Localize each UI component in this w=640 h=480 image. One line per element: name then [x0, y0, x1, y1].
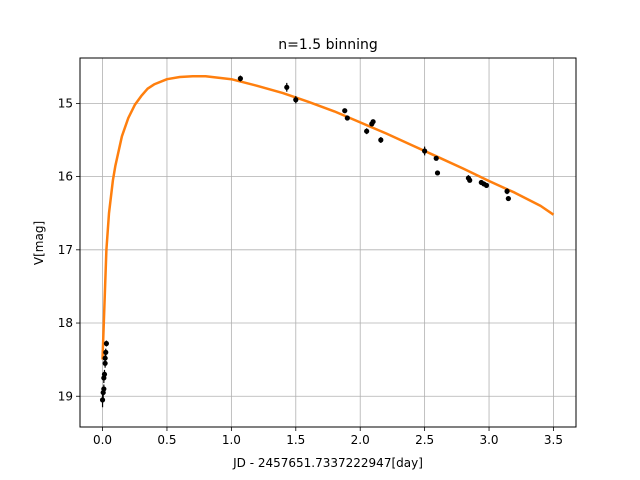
- x-tick-label: 1.5: [286, 433, 305, 447]
- data-point: [433, 155, 439, 161]
- data-point: [342, 108, 348, 114]
- grid: [80, 58, 576, 427]
- data-point: [434, 170, 441, 176]
- chart-title: n=1.5 binning: [278, 37, 378, 53]
- data-point: [99, 397, 106, 403]
- data-point: [364, 128, 370, 134]
- model-curve: [101, 75, 555, 360]
- x-axis-title: JD - 2457651.7337222947[day]: [232, 456, 423, 470]
- data-point: [293, 97, 299, 103]
- data-point: [344, 115, 350, 121]
- data-point: [370, 119, 376, 125]
- data-point: [483, 182, 490, 188]
- data-point: [102, 355, 108, 361]
- data-point: [378, 137, 384, 143]
- data-point: [237, 75, 243, 82]
- data-points-layer: [99, 75, 511, 408]
- x-tick-label: 0.0: [93, 433, 112, 447]
- x-tick-label: 3.0: [479, 433, 498, 447]
- model-curve-layer: [101, 75, 555, 360]
- data-point: [467, 177, 473, 183]
- x-tick-label: 1.0: [222, 433, 241, 447]
- y-axis-title: V[mag]: [32, 221, 46, 265]
- data-point: [102, 360, 108, 366]
- data-point: [284, 84, 290, 90]
- y-axis: 15 16 17 18 19: [58, 96, 80, 403]
- y-tick-label: 17: [58, 243, 73, 257]
- x-tick-label: 2.5: [415, 433, 434, 447]
- data-point: [101, 371, 108, 377]
- plot-frame: [79, 57, 577, 428]
- x-tick-label: 2.0: [351, 433, 370, 447]
- y-tick-label: 15: [58, 96, 73, 110]
- x-tick-label: 0.5: [157, 433, 176, 447]
- y-tick-label: 19: [58, 389, 73, 403]
- data-point: [103, 340, 110, 347]
- data-point: [505, 195, 511, 202]
- x-axis: 0.0 0.5 1.0 1.5 2.0 2.5 3.0 3.5: [93, 427, 563, 447]
- y-tick-label: 16: [58, 170, 73, 184]
- data-point: [504, 188, 510, 194]
- x-tick-label: 3.5: [544, 433, 563, 447]
- data-point: [103, 349, 109, 355]
- y-tick-label: 18: [58, 316, 73, 330]
- data-point: [101, 386, 107, 392]
- data-point: [422, 148, 428, 154]
